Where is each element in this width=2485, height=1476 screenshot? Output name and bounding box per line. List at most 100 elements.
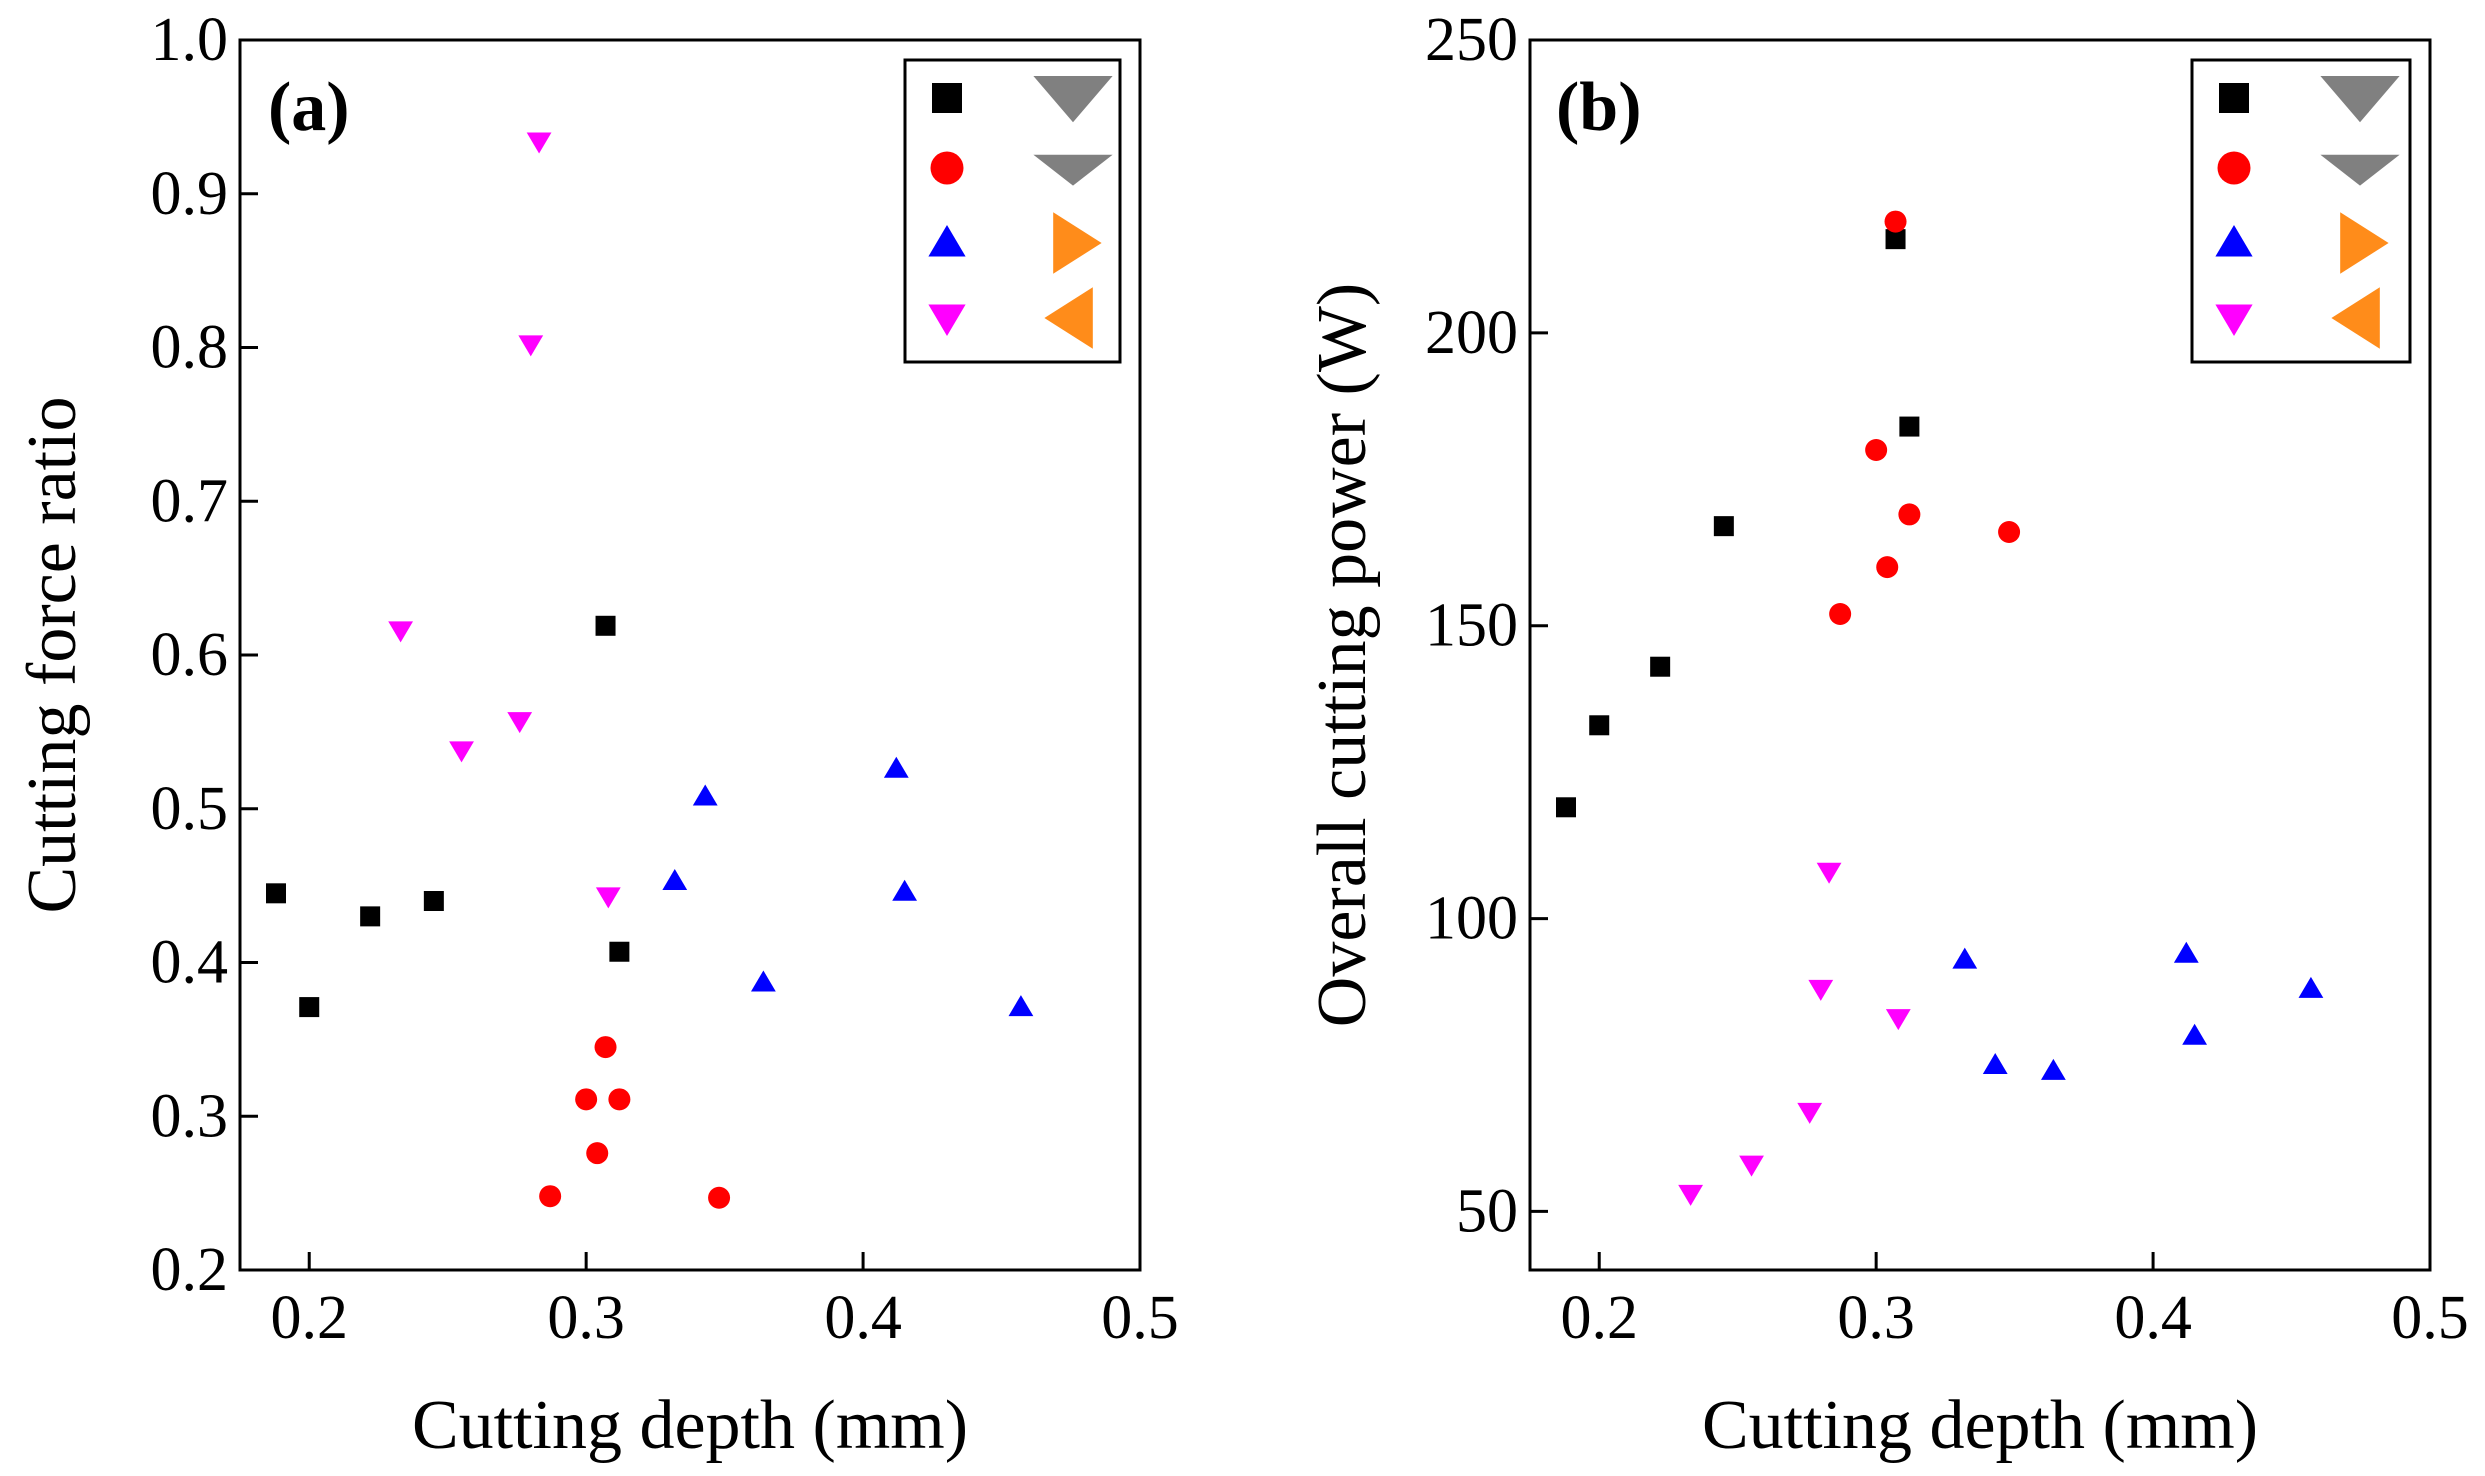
panel-b-point-magenta-triangle-down <box>1739 1155 1764 1177</box>
panel-a-y-tick-label: 0.9 <box>151 160 229 228</box>
panel-b-x-tick-label: 0.2 <box>1560 1284 1638 1352</box>
panel-a-points <box>266 132 1034 1209</box>
panel-a-x-axis-label: Cutting depth (mm) <box>412 1387 968 1464</box>
panel-a-legend-marker-extra <box>1053 212 1102 274</box>
panel-a-x-ticks: 0.2 0.3 0.4 0.5 <box>270 1252 1179 1352</box>
panel-b-point-red-circle <box>1884 210 1907 233</box>
panel-a-x-tick-label: 0.4 <box>824 1284 902 1352</box>
panel-b-legend-marker-extra <box>2320 76 2400 123</box>
panel-a-y-ticks: 0.2 0.3 0.4 0.5 0.6 0.7 0.8 0.9 1.0 <box>151 6 258 1304</box>
panel-b-point-black-square <box>1899 416 1920 437</box>
panel-a-y-axis-label: Cutting force ratio <box>14 396 91 913</box>
panel-b-point-red-circle <box>1876 556 1899 579</box>
panel-b-point-black-square <box>1713 516 1734 537</box>
panel-b-point-blue-triangle-up <box>1982 1053 2008 1074</box>
panel-b-point-magenta-triangle-down <box>1678 1184 1704 1206</box>
panel-a-x-tick-label: 0.5 <box>1101 1284 1179 1352</box>
panel-a-legend-marker-magenta-triangle-down <box>928 304 966 336</box>
panel-b-point-black-square <box>1650 656 1671 677</box>
panel-a-tag: (a) <box>268 69 350 146</box>
panel-a-point-red-circle <box>586 1142 609 1165</box>
panel-b-point-blue-triangle-up <box>1952 947 1978 969</box>
panel-a-point-red-circle <box>594 1036 617 1059</box>
panel-a: (a) 0.20.30.40.50.60.70.80.91.0 0.2 0.3 0.… <box>14 6 1179 1464</box>
panel-b-point-blue-triangle-up <box>2040 1058 2066 1080</box>
panel-b-point-blue-triangle-up <box>2182 1023 2208 1045</box>
panel-b-point-black-square <box>1556 797 1576 818</box>
panel-b-point-magenta-triangle-down <box>1808 979 1834 1001</box>
panel-b-x-tick-label: 0.5 <box>2391 1284 2469 1352</box>
panel-a-point-magenta-triangle-down <box>595 887 621 909</box>
panel-a-legend-marker-black-square <box>932 83 962 113</box>
panel-a-point-magenta-triangle-down <box>507 712 533 734</box>
panel-b-x-axis-label: Cutting depth (mm) <box>1702 1387 2258 1464</box>
panel-a-y-tick-label: 0.6 <box>151 621 229 689</box>
panel-a-point-blue-triangle-up <box>1008 995 1034 1017</box>
panel-a-point-magenta-triangle-down <box>518 335 544 357</box>
panel-b-y-tick-label: 200 <box>1425 299 1518 367</box>
panel-a-point-black-square <box>595 615 616 636</box>
panel-b-legend-marker-blue-triangle-up <box>2215 225 2253 257</box>
panel-b-point-black-square <box>1885 229 1906 250</box>
panel-b-point-blue-triangle-up <box>2173 941 2199 963</box>
panel-a-y-tick-label: 0.5 <box>151 775 229 843</box>
panel-b-legend-marker-extra <box>2340 212 2389 274</box>
panel-a-point-red-circle <box>575 1088 598 1111</box>
panel-b-x-tick-label: 0.3 <box>1837 1284 1915 1352</box>
panel-a-y-tick-label: 0.3 <box>151 1082 229 1150</box>
panel-a-point-magenta-triangle-down <box>526 132 552 154</box>
panel-a-y-tick-label: 0.4 <box>151 929 229 997</box>
panel-b-point-blue-triangle-up <box>2298 976 2324 998</box>
panel-b-point-magenta-triangle-down <box>1797 1102 1823 1124</box>
panel-a-point-red-circle <box>608 1088 631 1111</box>
panel-b-point-red-circle <box>1898 503 1921 526</box>
panel-a-x-tick-label: 0.3 <box>547 1284 625 1352</box>
panel-a-legend <box>903 58 1122 364</box>
panel-b-point-red-circle <box>1829 603 1852 625</box>
panel-a-legend-marker-blue-triangle-up <box>928 225 966 257</box>
panel-b-x-ticks: 0.2 0.3 0.4 0.5 <box>1560 1252 2469 1352</box>
panel-a-point-blue-triangle-up <box>883 756 909 778</box>
panel-b-legend-marker-black-square <box>2219 83 2249 113</box>
panel-a-y-tick-label: 1.0 <box>151 6 229 74</box>
panel-b-legend-marker-red-circle <box>2217 151 2251 185</box>
panel-a-y-tick-label: 0.8 <box>151 314 229 382</box>
panel-b-point-magenta-triangle-down <box>1816 862 1842 884</box>
panel-b-y-ticks: 50 100 150 200 250 <box>1425 6 1548 1245</box>
panel-a-legend-marker-extra <box>1033 76 1113 123</box>
panel-a-legend-marker-extra <box>1044 287 1093 349</box>
panel-a-point-red-circle <box>708 1186 731 1209</box>
panel-a-point-magenta-triangle-down <box>449 741 474 763</box>
panel-b-legend-marker-extra <box>2320 154 2400 186</box>
panel-a-y-tick-label: 0.2 <box>151 1236 229 1304</box>
panel-a-legend-marker-extra <box>1033 154 1113 186</box>
panel-a-point-blue-triangle-up <box>692 784 718 806</box>
panel-a-point-black-square <box>266 883 286 904</box>
panel-a-point-blue-triangle-up <box>750 970 776 992</box>
panel-a-x-tick-label: 0.2 <box>270 1284 348 1352</box>
panel-b-y-axis-label: Overall cutting power (W) <box>1304 283 1381 1027</box>
panel-a-point-black-square <box>360 906 381 927</box>
panel-b-tag: (b) <box>1556 69 1642 146</box>
panel-b-y-tick-label: 250 <box>1425 6 1518 74</box>
panel-b-plot-area <box>1528 38 2432 1272</box>
panel-a-legend-marker-red-circle <box>930 151 964 185</box>
panel-b-legend-marker-extra <box>2331 287 2380 349</box>
panel-a-point-black-square <box>299 997 320 1018</box>
panel-b-points <box>1556 210 2324 1206</box>
panel-a-point-blue-triangle-up <box>662 869 688 891</box>
panel-a-point-blue-triangle-up <box>892 879 918 901</box>
panel-b-point-black-square <box>1589 715 1610 736</box>
panel-b-legend-marker-magenta-triangle-down <box>2215 304 2253 336</box>
panel-a-point-magenta-triangle-down <box>388 621 414 643</box>
panel-b: (b) 50 100 150 200 250 0.2 0.3 0.4 0.5 Cutting … <box>1304 6 2469 1464</box>
panel-b-y-tick-label: 150 <box>1425 592 1518 660</box>
panel-a-point-red-circle <box>539 1185 562 1208</box>
panel-b-point-magenta-triangle-down <box>1885 1009 1911 1031</box>
panel-b-y-tick-label: 50 <box>1456 1177 1518 1245</box>
panel-a-point-black-square <box>609 941 630 962</box>
panel-b-point-red-circle <box>1865 439 1888 461</box>
panel-a-y-tick-label: 0.7 <box>151 467 229 535</box>
panel-b-point-red-circle <box>1998 521 2021 543</box>
